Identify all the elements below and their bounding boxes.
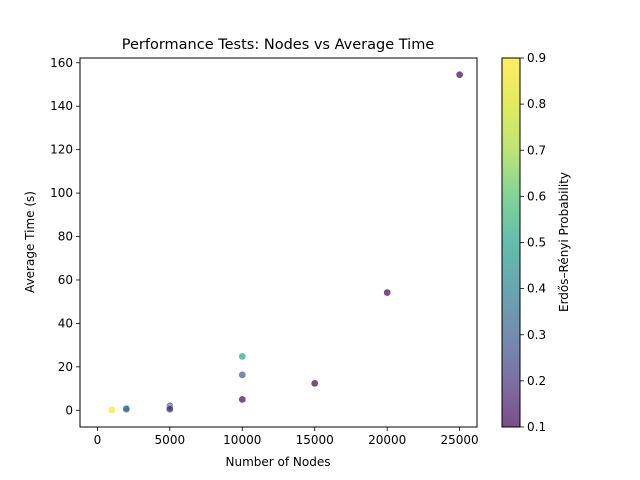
x-tick-label: 25000 — [441, 433, 479, 447]
colorbar-label: Erdős–Rényi Probability — [557, 172, 571, 312]
colorbar-tick-label: 0.5 — [527, 236, 546, 250]
y-tick-label: 160 — [50, 56, 73, 70]
y-tick-label: 120 — [50, 143, 73, 157]
data-point — [238, 395, 247, 404]
data-point — [383, 288, 392, 297]
colorbar-tick-label: 0.6 — [527, 189, 546, 203]
y-tick-label: 140 — [50, 99, 73, 113]
data-points — [108, 70, 464, 414]
y-tick-label: 20 — [58, 360, 73, 374]
plot-area — [79, 57, 478, 428]
data-point — [238, 352, 247, 361]
data-point — [310, 379, 319, 388]
x-tick-label: 5000 — [155, 433, 186, 447]
colorbar-tick-label: 0.1 — [527, 420, 546, 434]
y-tick-label: 60 — [58, 273, 73, 287]
y-tick-label: 40 — [58, 316, 73, 330]
colorbar-tick-label: 0.9 — [527, 51, 546, 65]
x-tick-label: 15000 — [296, 433, 334, 447]
data-point — [455, 70, 464, 79]
plot-background — [80, 58, 477, 427]
colorbar-gradient — [502, 58, 520, 427]
plot-frame — [79, 57, 478, 428]
x-tick-label: 0 — [94, 433, 102, 447]
y-tick-label: 0 — [65, 403, 73, 417]
colorbar-tick-label: 0.4 — [527, 282, 546, 296]
data-point — [108, 405, 116, 414]
y-axis: 0 20 40 60 80 100 120 140 160 — [50, 56, 80, 417]
colorbar-tick-label: 0.2 — [527, 374, 546, 388]
x-axis: 0 5000 10000 15000 20000 25000 — [94, 427, 479, 447]
y-axis-label: Average Time (s) — [23, 191, 37, 293]
colorbar-tick-label: 0.7 — [527, 143, 546, 157]
colorbar-tick-label: 0.3 — [527, 328, 546, 342]
data-point — [122, 405, 131, 414]
chart-title: Performance Tests: Nodes vs Average Time — [122, 37, 435, 53]
y-tick-label: 80 — [58, 230, 73, 244]
data-point — [238, 371, 247, 379]
colorbar-tick-label: 0.8 — [527, 97, 546, 111]
y-tick-label: 100 — [50, 186, 73, 200]
x-tick-label: 20000 — [368, 433, 406, 447]
colorbar: 0.1 0.2 0.3 0.4 0.5 0.6 0.7 0.8 0.9 Erdős–Rényi … — [501, 51, 571, 434]
colorbar-ticks: 0.1 0.2 0.3 0.4 0.5 0.6 0.7 0.8 0.9 — [520, 51, 546, 434]
data-point — [165, 405, 174, 414]
x-tick-label: 10000 — [223, 433, 261, 447]
x-axis-label: Number of Nodes — [226, 455, 331, 469]
